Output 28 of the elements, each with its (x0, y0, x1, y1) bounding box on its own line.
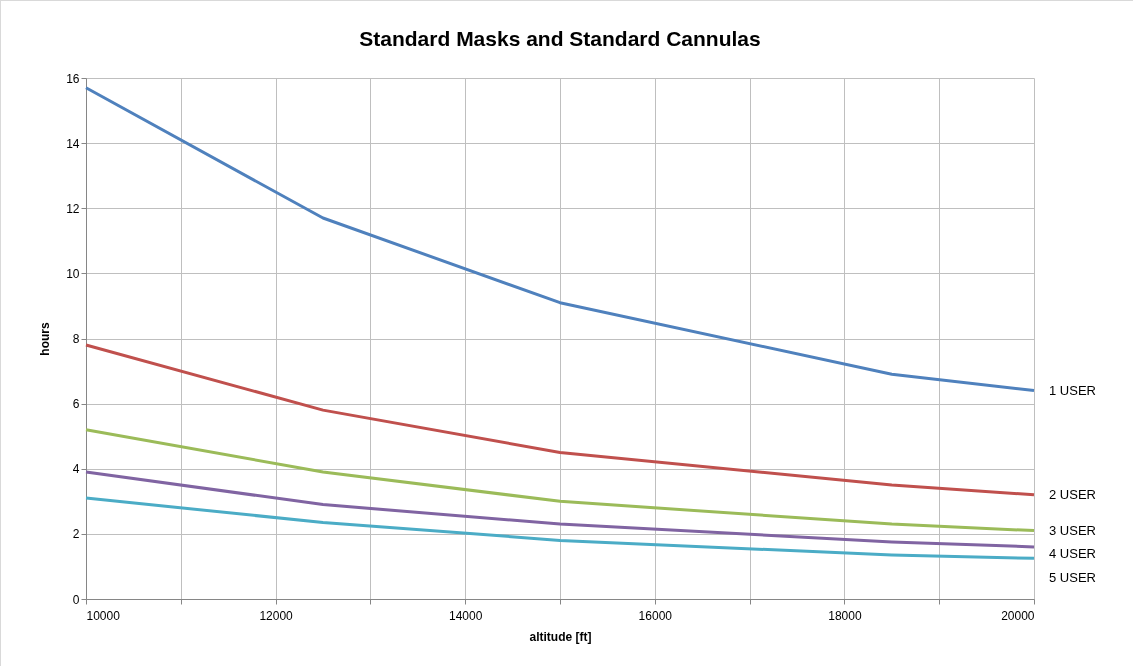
y-tick-label: 2 (72, 527, 80, 542)
line-series (84, 428, 1036, 533)
y-tick-label: 14 (66, 136, 80, 151)
series-label: 2 USER (1049, 486, 1096, 502)
series-label: 3 USER (1049, 522, 1096, 538)
series-label: 5 USER (1049, 569, 1096, 585)
x-tick-label: 20000 (1001, 608, 1035, 623)
line-series (84, 343, 1036, 497)
y-tick-label: 10 (66, 266, 80, 281)
series-label: 1 USER (1049, 382, 1096, 398)
line-series (84, 496, 1036, 560)
line-series (84, 470, 1036, 549)
y-axis-title: hours (38, 322, 53, 356)
line-series (84, 86, 1036, 393)
x-axis-title: altitude [ft] (529, 629, 592, 644)
y-tick-label: 16 (66, 71, 80, 86)
series-label: 4 USER (1049, 546, 1096, 562)
y-tick-label: 4 (72, 462, 80, 477)
chart-title: Standard Masks and Standard Cannulas (359, 27, 761, 50)
y-tick-label: 0 (72, 592, 80, 607)
y-tick-label: 12 (66, 201, 80, 216)
x-tick-label: 16000 (638, 608, 673, 623)
x-tick-label: 10000 (86, 608, 121, 623)
x-tick-label: 14000 (449, 608, 483, 623)
x-tick-label: 18000 (828, 608, 862, 623)
y-tick-label: 8 (72, 332, 80, 346)
x-tick-label: 12000 (259, 608, 294, 623)
y-tick-label: 6 (72, 397, 80, 412)
